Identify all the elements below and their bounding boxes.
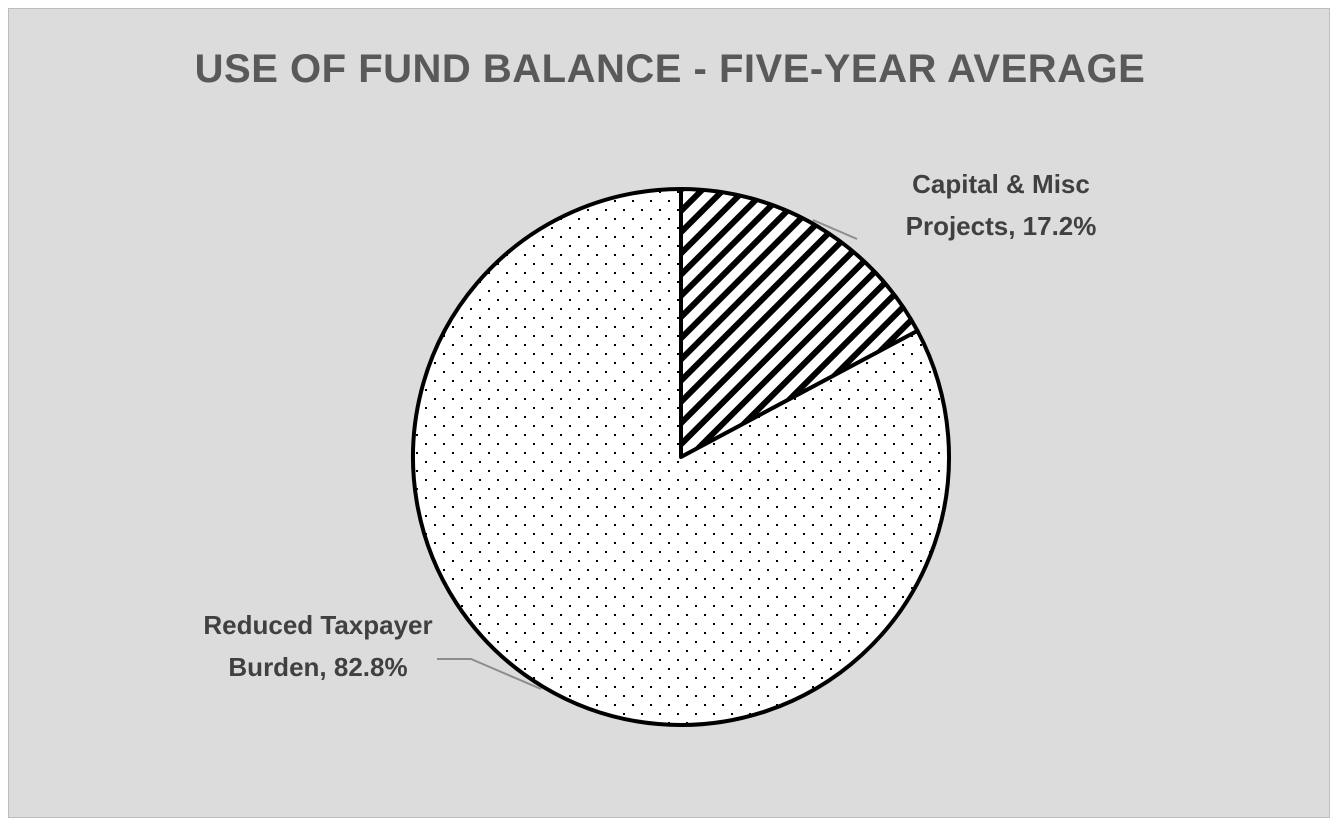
chart-title: USE OF FUND BALANCE - FIVE-YEAR AVERAGE bbox=[194, 47, 1146, 91]
data-label: Projects, 17.2% bbox=[906, 211, 1097, 241]
chart-area: USE OF FUND BALANCE - FIVE-YEAR AVERAGE … bbox=[8, 8, 1330, 818]
pie-slice-capital-misc-projects bbox=[679, 187, 920, 459]
pie-chart: Capital & Misc Projects, 17.2% Reduced Tax… bbox=[203, 169, 1097, 727]
pie-slice-reduced-taxpayer-burden bbox=[411, 187, 951, 727]
data-label: Capital & Misc bbox=[912, 169, 1090, 199]
leader-line bbox=[437, 658, 542, 690]
leader-line bbox=[812, 219, 858, 240]
data-label: Burden, 82.8% bbox=[228, 652, 407, 682]
data-label: Reduced Taxpayer bbox=[203, 610, 432, 640]
